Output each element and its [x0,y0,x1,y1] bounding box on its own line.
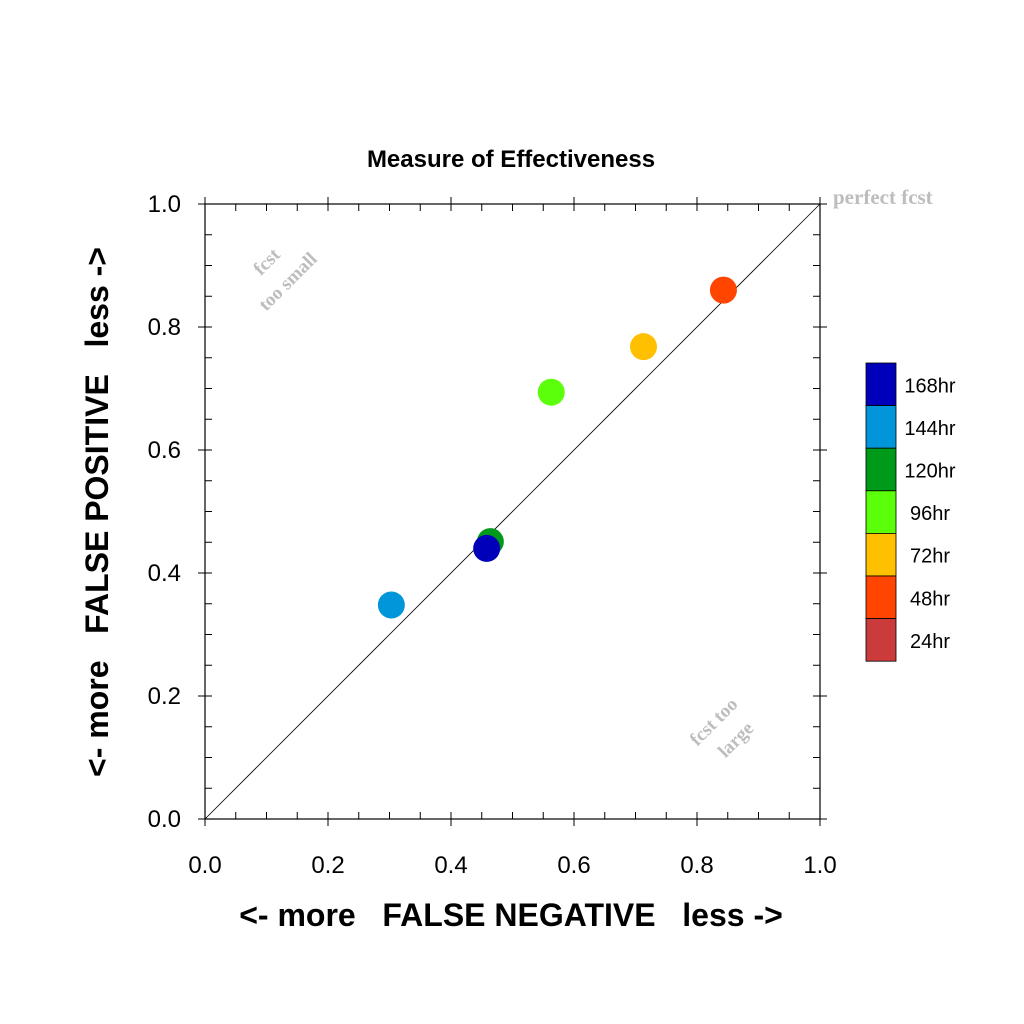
legend-label-24hr: 24hr [910,631,950,653]
x-tick-label: 0.8 [680,852,713,879]
y-tick-label: 0.4 [148,560,181,587]
data-points [377,276,737,619]
point-144hr [377,591,405,619]
annotation-perfect-fcst: perfect fcst [833,185,933,209]
y-tick-label: 0.2 [148,683,181,710]
legend-swatch-168hr [865,362,897,406]
legend-label-120hr: 120hr [904,461,955,483]
point-96hr [537,378,565,406]
legend-swatch-144hr [865,405,897,449]
y-axis-label: <- more FALSE POSITIVE less -> [79,247,115,777]
legend-swatch-24hr [865,618,897,662]
legend-swatch-48hr [865,575,897,619]
point-48hr [709,276,737,304]
x-tick-label: 0.2 [311,852,344,879]
x-tick-label: 0.0 [188,852,221,879]
legend-swatch-72hr [865,533,897,577]
x-axis-label: <- more FALSE NEGATIVE less -> [239,897,783,933]
legend-swatch-96hr [865,490,897,534]
x-tick-label: 0.6 [557,852,590,879]
legend-label-168hr: 168hr [904,375,955,397]
legend-label-96hr: 96hr [910,503,950,525]
legend-swatch-120hr [865,447,897,492]
axes: 0.0 0.2 0.4 0.6 0.8 1.0 0.0 0.2 0.4 0.6 0.8 1.0 [148,191,837,879]
legend-label-144hr: 144hr [904,418,955,440]
x-tick-label: 0.4 [434,852,467,879]
y-tick-label: 0.8 [148,314,181,341]
x-tick-label: 1.0 [803,852,836,879]
legend-label-72hr: 72hr [910,546,950,568]
legend-label-48hr: 48hr [910,588,950,610]
chart-title: Measure of Effectiveness [367,146,655,173]
legend: 168hr 144hr 120hr 96hr 72hr 48hr 24hr [865,362,956,662]
y-tick-label: 1.0 [148,191,181,218]
y-tick-label: 0.0 [148,806,181,833]
annotations: perfect fcst fcst too small fcst too lar… [250,185,933,762]
diagonal-line [204,203,821,820]
point-72hr [629,333,657,361]
point-168hr [473,534,501,562]
y-tick-label: 0.6 [148,437,181,464]
